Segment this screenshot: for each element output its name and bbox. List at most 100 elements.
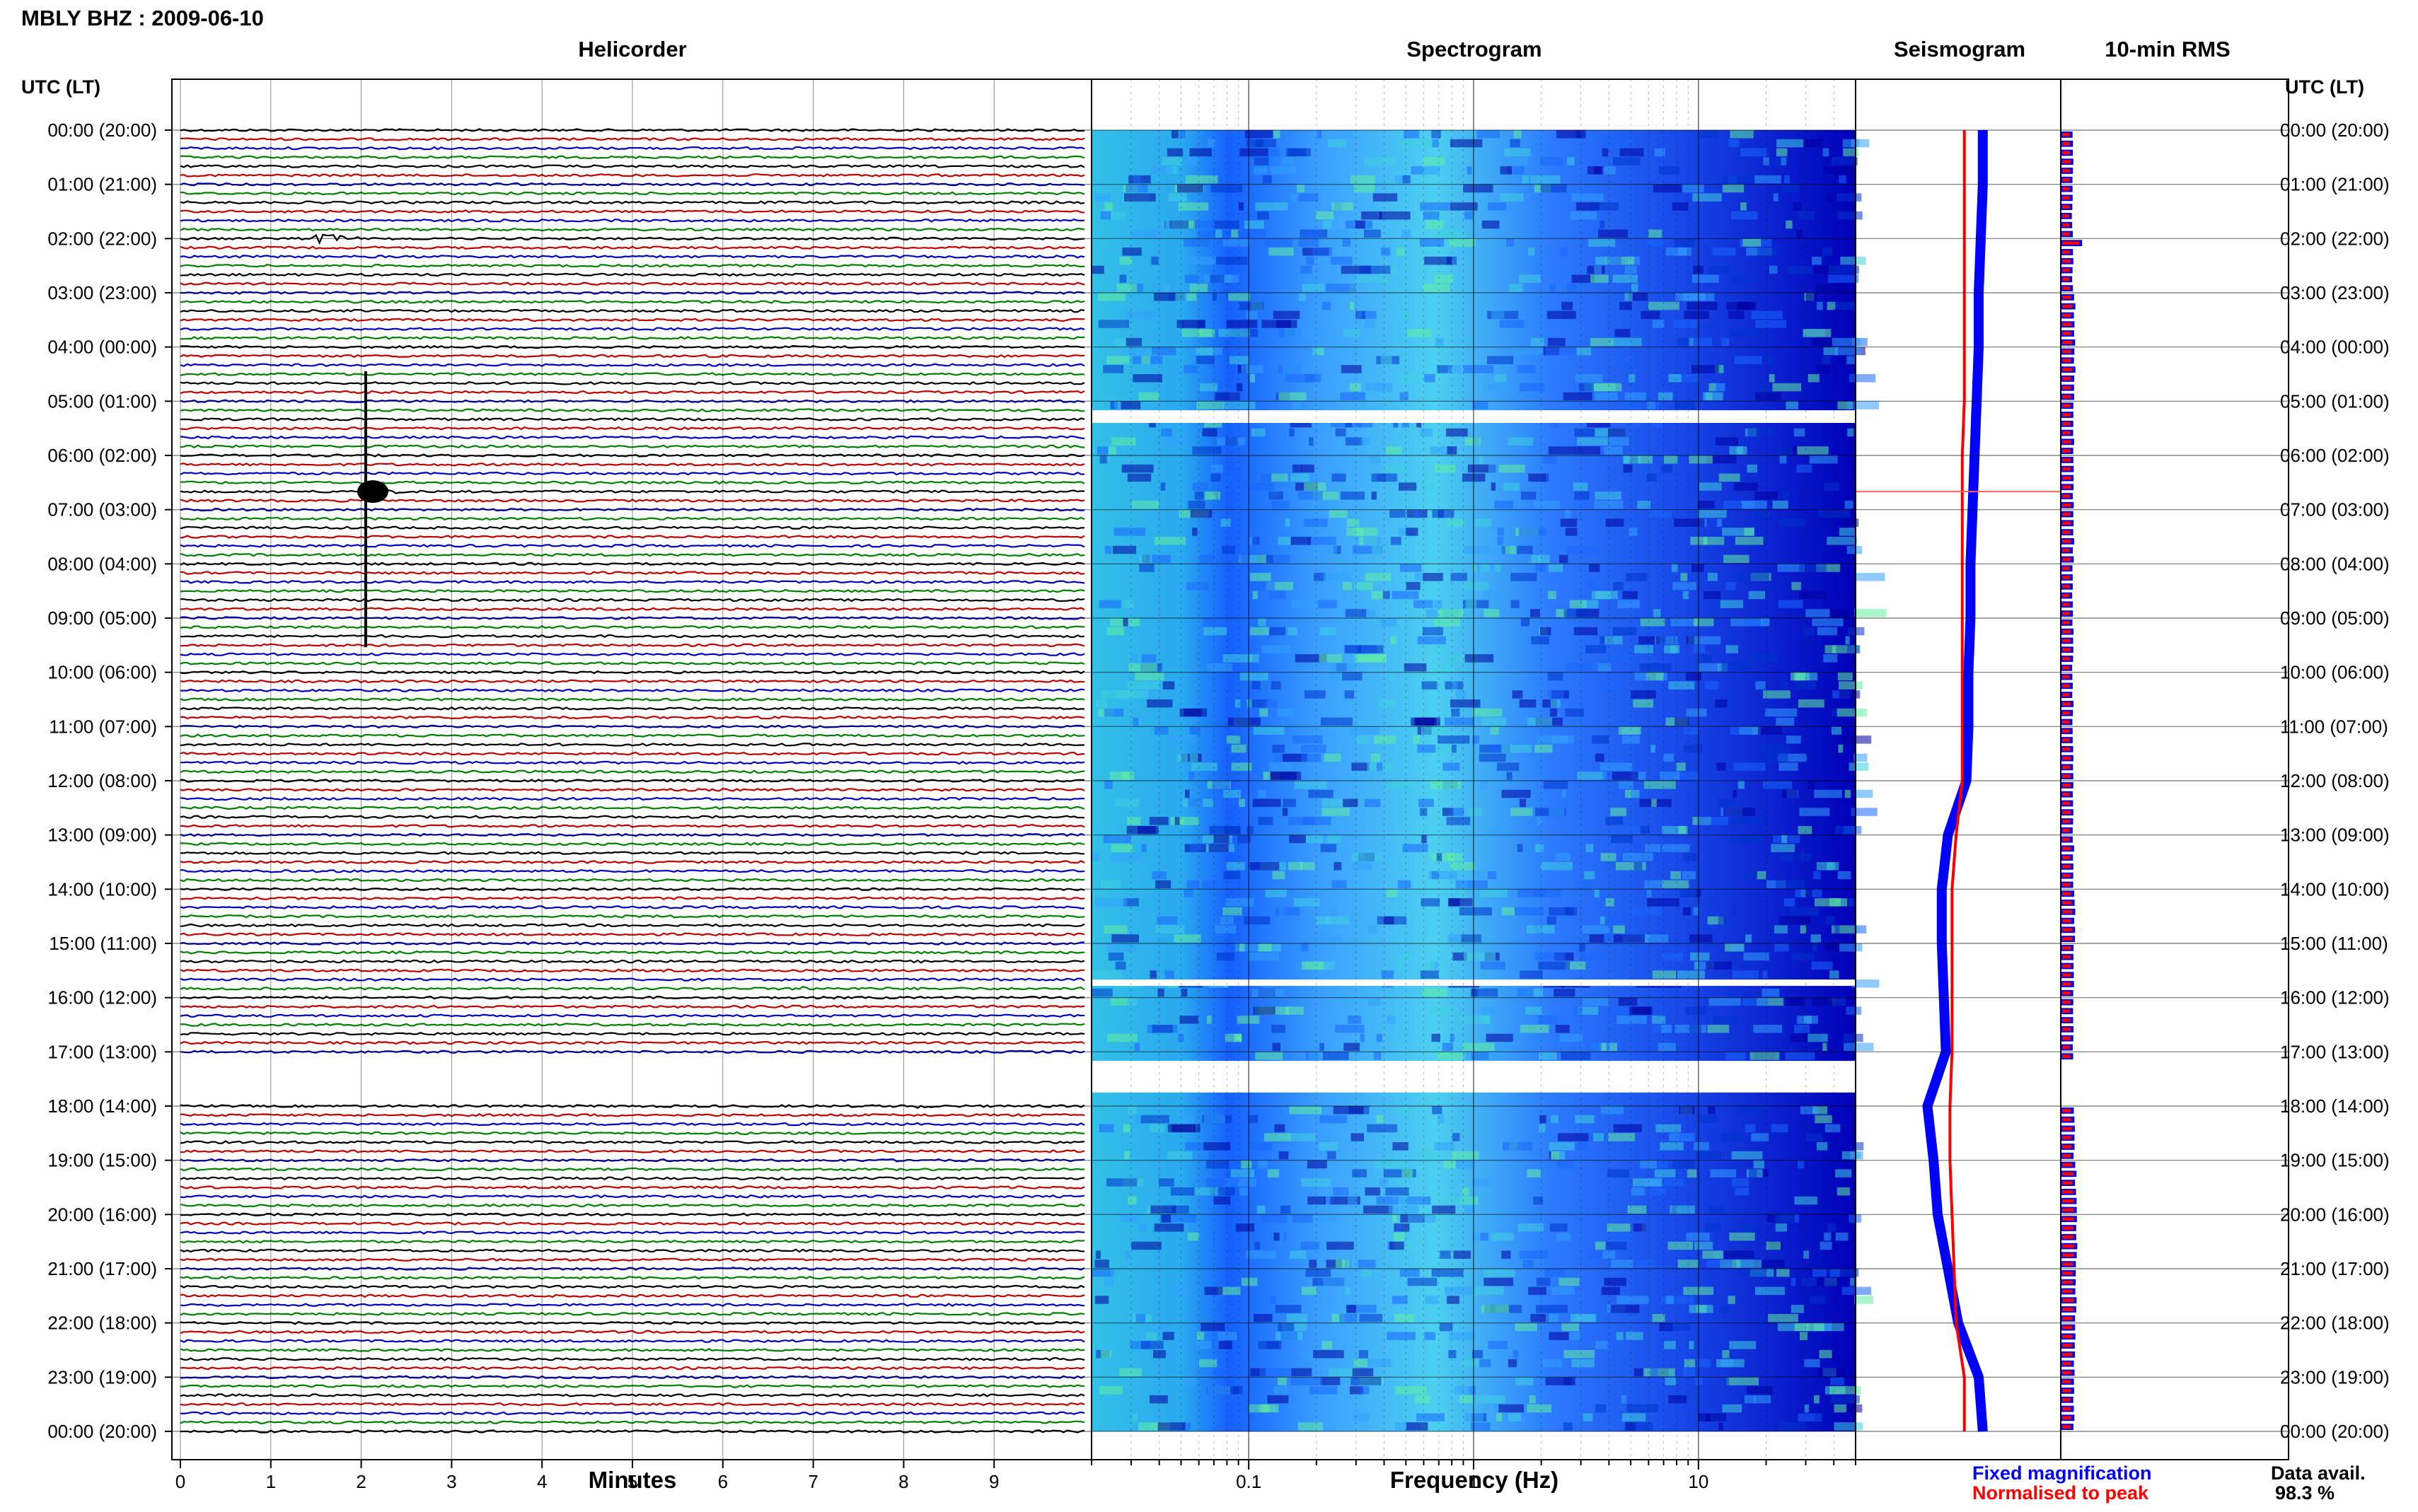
spectrogram-cell bbox=[1742, 500, 1767, 509]
hour-label-left: 20:00 (16:00) bbox=[47, 1204, 157, 1225]
spectrogram-cell bbox=[1392, 1214, 1397, 1223]
helicorder-trace bbox=[180, 1356, 1085, 1361]
spectrogram-cell bbox=[1851, 808, 1878, 816]
hour-label-left: 13:00 (09:00) bbox=[47, 825, 157, 846]
spectrogram-cell bbox=[1435, 464, 1456, 473]
spectrogram-cell bbox=[1186, 293, 1197, 301]
spectrogram-cell bbox=[1838, 744, 1844, 753]
spectrogram-cell bbox=[1686, 1232, 1710, 1241]
spectrogram-cell bbox=[1447, 446, 1457, 455]
spectrogram-cell bbox=[1309, 1052, 1320, 1060]
spectrogram-cell bbox=[1278, 1322, 1295, 1332]
spectrogram-cell bbox=[1302, 817, 1331, 825]
seismogram-title: Seismogram bbox=[1893, 37, 2026, 62]
spectrogram-cell bbox=[1285, 627, 1297, 636]
spectrogram-cell bbox=[1388, 1205, 1399, 1214]
spectrogram-cell bbox=[1585, 844, 1594, 852]
spectrogram-cell bbox=[1423, 211, 1440, 220]
spectrogram-cell bbox=[1415, 573, 1423, 581]
spectrogram-cell bbox=[1386, 889, 1398, 897]
spectrogram-cell bbox=[1495, 564, 1501, 572]
spectrogram-cell bbox=[1487, 871, 1497, 880]
spectrogram-cell bbox=[1832, 708, 1839, 717]
spectrogram-cell bbox=[1696, 961, 1714, 970]
spectrogram-cell bbox=[1295, 329, 1328, 337]
spectrogram-cell bbox=[1300, 862, 1315, 871]
spectrogram-cell bbox=[1251, 428, 1266, 437]
spectrogram-cell bbox=[1703, 591, 1721, 600]
spectrogram-cell bbox=[1215, 925, 1236, 934]
spectrogram-cell bbox=[1275, 1305, 1302, 1313]
spectrogram-cell bbox=[1853, 753, 1868, 762]
spectrogram-cell bbox=[1831, 1395, 1860, 1404]
spectrogram-cell bbox=[1538, 961, 1570, 970]
spectrogram-cell bbox=[1745, 1124, 1756, 1133]
spectrogram-cell bbox=[1170, 817, 1199, 825]
spectrogram-cell bbox=[1840, 256, 1866, 265]
spectrogram-cell bbox=[1177, 184, 1203, 193]
spectrogram-cell bbox=[1110, 401, 1118, 409]
spectrogram-cell bbox=[1835, 825, 1852, 834]
spectrogram-cell bbox=[1723, 554, 1749, 564]
spectrogram-cell bbox=[1230, 347, 1244, 356]
spectrogram-cell bbox=[1816, 564, 1841, 572]
spectrogram-cell bbox=[1605, 817, 1624, 825]
rms-bar bbox=[2062, 232, 2070, 236]
spectrogram-cell bbox=[1567, 157, 1575, 165]
spectrogram-cell bbox=[1462, 581, 1490, 591]
spectrogram-cell bbox=[1548, 446, 1580, 455]
spectrogram-cell bbox=[1790, 907, 1820, 916]
spectrogram-cell bbox=[1854, 1142, 1864, 1151]
spectrogram-cell bbox=[1595, 1341, 1609, 1349]
spectrogram-cell bbox=[1611, 1260, 1633, 1268]
spectrogram-cell bbox=[1177, 1341, 1183, 1349]
spectrogram-cell bbox=[1097, 446, 1109, 455]
spectrogram-cell bbox=[1172, 130, 1179, 139]
spectrogram-cell bbox=[1813, 871, 1821, 880]
spectrogram-cell bbox=[1830, 609, 1850, 617]
hour-label-right: 16:00 (12:00) bbox=[2280, 987, 2390, 1008]
spectrogram-cell bbox=[1242, 211, 1250, 220]
spectrogram-cell bbox=[1151, 256, 1159, 265]
spectrogram-cell bbox=[1179, 130, 1186, 139]
spectrogram-cell bbox=[1297, 184, 1305, 193]
spectrogram-cell bbox=[1654, 148, 1665, 157]
spectrogram-cell bbox=[1754, 492, 1778, 500]
spectrogram-cell bbox=[1768, 1313, 1798, 1322]
spectrogram-cell bbox=[1464, 1205, 1475, 1214]
spectrogram-cell bbox=[1791, 581, 1801, 591]
spectrogram-cell bbox=[1230, 1169, 1255, 1177]
spectrogram-cell bbox=[1339, 1313, 1358, 1322]
spectrogram-cell bbox=[1155, 880, 1172, 889]
spectrogram-cell bbox=[1263, 238, 1293, 247]
spectrogram-cell bbox=[1257, 789, 1266, 798]
spectrogram-cell bbox=[1827, 1223, 1836, 1232]
spectrogram-cell bbox=[1253, 166, 1267, 175]
helicorder-trace bbox=[180, 860, 1085, 864]
spectrogram-cell bbox=[1683, 1368, 1695, 1377]
spectrogram-cell bbox=[1290, 1377, 1323, 1385]
spectrogram-cell bbox=[1595, 392, 1618, 401]
spectrogram-cell bbox=[1614, 934, 1645, 943]
spectrogram-cell bbox=[1178, 202, 1209, 211]
spectrogram-cell bbox=[1095, 1250, 1101, 1259]
spectrogram-cell bbox=[1815, 365, 1831, 373]
spectrogram-cell bbox=[1394, 1232, 1405, 1241]
spectrogram-cell bbox=[1839, 356, 1847, 364]
spectrogram-cell bbox=[1352, 862, 1372, 871]
rms-bar bbox=[2062, 205, 2070, 209]
spectrogram-cell bbox=[1853, 925, 1867, 934]
spectrogram-cell bbox=[1812, 618, 1844, 627]
spectrogram-cell bbox=[1812, 943, 1817, 952]
spectrogram-cell bbox=[1355, 310, 1365, 320]
spectrogram-cell bbox=[1782, 492, 1789, 500]
spectrogram-cell bbox=[1608, 1133, 1635, 1141]
spectrogram-cell bbox=[1186, 157, 1198, 165]
spectrogram-cell bbox=[1292, 464, 1302, 473]
rms-bar bbox=[2062, 810, 2071, 815]
spectrogram-cell bbox=[1804, 1359, 1820, 1368]
spectrogram-cell bbox=[1697, 500, 1715, 509]
spectrogram-cell bbox=[1805, 609, 1830, 617]
spectrogram-cell bbox=[1481, 220, 1500, 229]
spectrogram-cell bbox=[1617, 600, 1641, 608]
